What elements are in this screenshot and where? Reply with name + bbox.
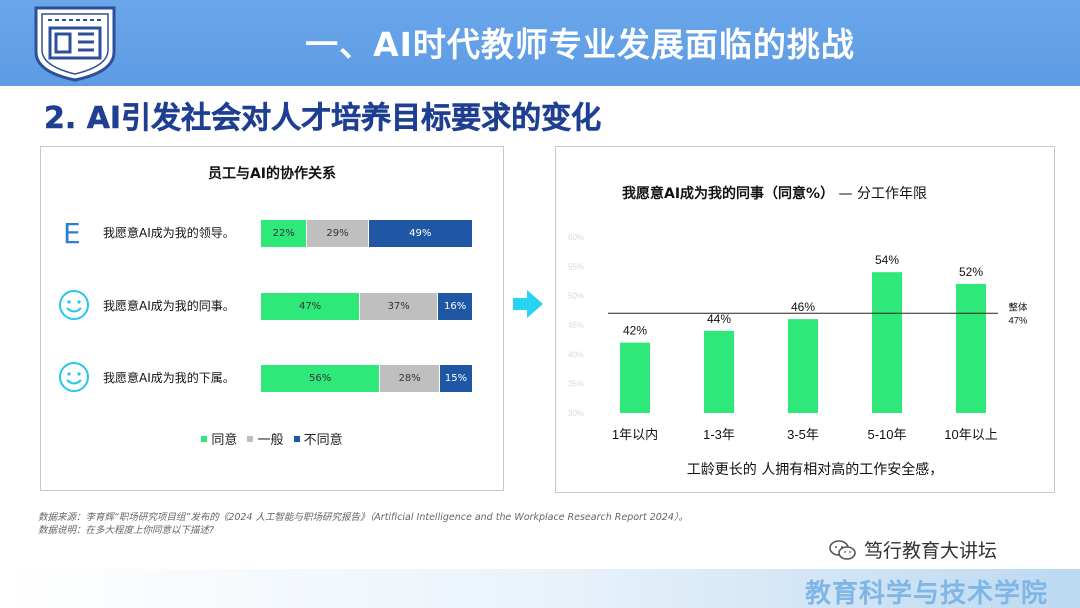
bar-value-label: 44% <box>707 312 731 326</box>
bar <box>788 319 818 413</box>
y-tick-label: 50% <box>568 292 584 301</box>
bar-segment-agree: 47% <box>261 293 361 320</box>
x-tick-label: 1年以内 <box>612 427 658 442</box>
bar <box>872 272 902 413</box>
y-tick-label: 40% <box>568 350 584 359</box>
x-tick-label: 10年以上 <box>944 427 997 442</box>
bar <box>704 330 734 413</box>
tenure-note: 工龄更长的 人拥有相对高的工作安全感， <box>686 462 944 478</box>
section-subtitle: 2. AI引发社会对人才培养目标要求的变化 <box>44 101 602 137</box>
bar-value-label: 46% <box>791 300 815 314</box>
legend-swatch <box>201 435 208 442</box>
legend-label: 不同意 <box>303 433 343 448</box>
smiley-icon <box>59 290 89 320</box>
collaboration-panel: 员工与AI的协作关系 E 我愿意AI成为我的领导。 22% 29% 49% 我愿… <box>40 146 504 491</box>
wechat-icon <box>829 539 856 560</box>
legend-swatch <box>293 435 300 442</box>
legend-label: 同意 <box>211 433 238 448</box>
y-tick-label: 35% <box>568 380 584 389</box>
bar-segment-neutral: 37% <box>360 293 439 320</box>
legend-item-agree: 同意 <box>201 429 237 448</box>
legend-swatch <box>247 435 254 442</box>
bar-segment-disagree: 49% <box>368 220 472 247</box>
stacked-bar: 22% 29% 49% <box>261 220 472 247</box>
bar-segment-neutral: 29% <box>307 220 369 247</box>
wechat-watermark: 笃行教育大讲坛 <box>828 536 997 563</box>
x-tick-label: 5-10年 <box>867 427 906 442</box>
bar-segment-agree: 56% <box>261 365 381 392</box>
row-label: 我愿意AI成为我的同事。 <box>103 299 235 313</box>
bar-value-label: 52% <box>959 265 983 279</box>
legend-item-neutral: 一般 <box>247 429 284 448</box>
tenure-chart-title: 我愿意AI成为我的同事（同意%） — 分工作年限 <box>622 183 927 203</box>
bar-segment-disagree: 15% <box>440 365 472 392</box>
right-arrow-icon <box>513 290 543 318</box>
watermark-text: 笃行教育大讲坛 <box>864 540 998 562</box>
bar <box>620 342 650 413</box>
bar-segment-agree: 22% <box>261 220 308 247</box>
stacked-bar: 47% 37% 16% <box>261 293 472 320</box>
row-label: 我愿意AI成为我的领导。 <box>103 226 235 240</box>
collaboration-row-colleague: 我愿意AI成为我的同事。 47% 37% 16% <box>41 288 503 328</box>
bar-value-label: 42% <box>623 324 647 338</box>
data-source-note: 数据来源：李育辉“职场研究项目组”发布的《2024 人工智能与职场研究报告》（A… <box>38 511 688 537</box>
source-line: 数据来源：李育辉“职场研究项目组”发布的《2024 人工智能与职场研究报告》（A… <box>38 512 689 523</box>
reference-line-label: 整体 <box>1008 301 1028 313</box>
tenure-panel: 我愿意AI成为我的同事（同意%） — 分工作年限 60% 55% 50% 45% 40%… <box>555 146 1055 493</box>
reference-line-value: 47% <box>1008 315 1028 326</box>
collaboration-legend: 同意 一般 不同意 <box>41 429 503 448</box>
bar-segment-neutral: 28% <box>380 365 441 392</box>
legend-label: 一般 <box>257 433 284 448</box>
collaboration-row-leader: E 我愿意AI成为我的领导。 22% 29% 49% <box>41 215 503 255</box>
tenure-title-suffix: — 分工作年限 <box>834 186 927 202</box>
y-tick-label: 30% <box>568 409 584 418</box>
y-tick-label: 55% <box>568 262 584 271</box>
bar-value-label: 54% <box>875 253 899 267</box>
university-logo <box>34 6 116 82</box>
letter-e-icon: E <box>63 217 81 249</box>
y-tick-label: 45% <box>568 321 584 330</box>
y-tick-label: 60% <box>568 233 584 242</box>
svg-text:E: E <box>63 217 81 249</box>
footer-band: 教育科学与技术学院 <box>0 569 1080 608</box>
row-label: 我愿意AI成为我的下属。 <box>103 371 235 385</box>
stacked-bar: 56% 28% 15% <box>261 365 472 392</box>
footer-college-name: 教育科学与技术学院 <box>804 579 1048 608</box>
collaboration-row-subordinate: 我愿意AI成为我的下属。 56% 28% 15% <box>41 360 503 400</box>
bar-segment-disagree: 16% <box>438 293 472 320</box>
header-band <box>0 0 1080 86</box>
x-tick-label: 1-3年 <box>703 427 735 442</box>
bar <box>956 283 986 413</box>
tenure-bar-chart: 60% 55% 50% 45% 40% 35% 30% 42% 1年以内 44% 1-3年 46% 3-… <box>568 233 1028 442</box>
collaboration-title: 员工与AI的协作关系 <box>207 166 337 182</box>
tenure-title-main: 我愿意AI成为我的同事（同意%） <box>622 186 835 202</box>
source-explanation: 数据说明：在多大程度上你同意以下描述? <box>38 525 215 536</box>
main-title: 一、AI时代教师专业发展面临的挑战 <box>305 25 855 64</box>
legend-item-disagree: 不同意 <box>293 429 343 448</box>
x-tick-label: 3-5年 <box>787 427 819 442</box>
smiley-icon <box>59 362 89 392</box>
